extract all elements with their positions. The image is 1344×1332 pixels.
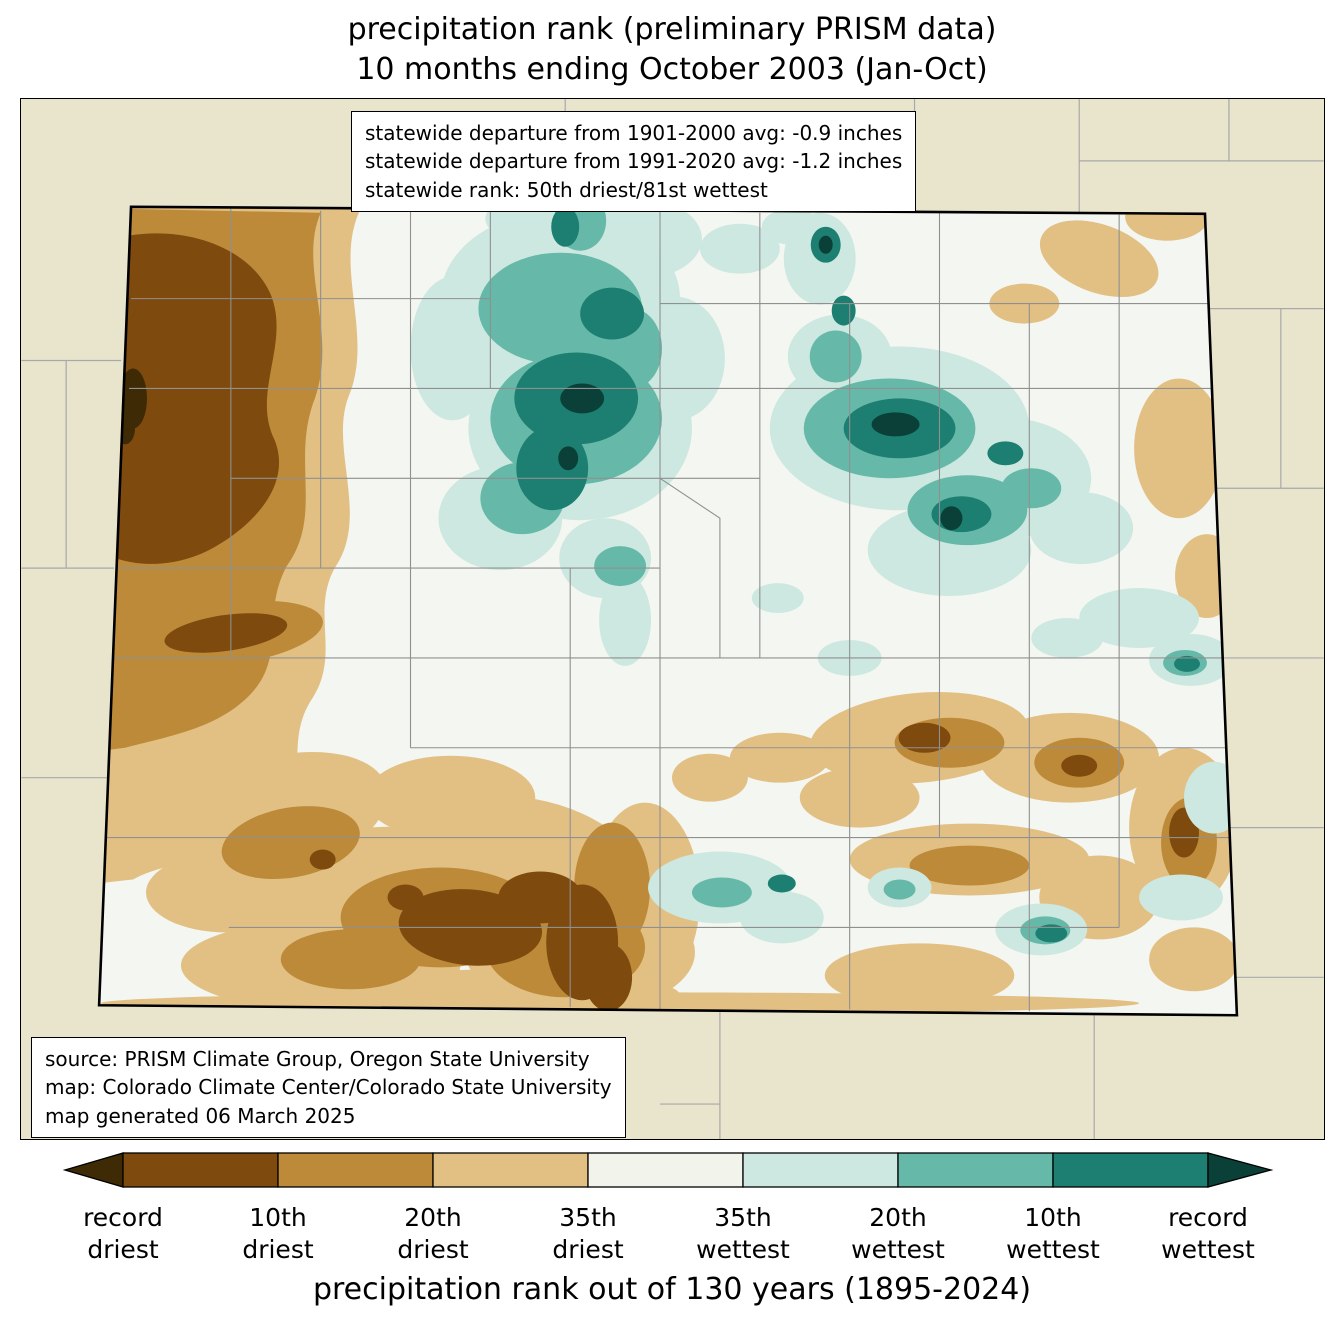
- legend-label-text: driest: [397, 1235, 469, 1264]
- legend-label-text: wettest: [696, 1235, 790, 1264]
- legend-label-text: wettest: [851, 1235, 945, 1264]
- source-box: source: PRISM Climate Group, Oregon Stat…: [31, 1037, 626, 1139]
- map-panel: statewide departure from 1901-2000 avg: …: [20, 98, 1325, 1140]
- legend-label-record-wettest: record wettest: [1123, 1202, 1293, 1266]
- legend-label-text: 35th: [559, 1203, 617, 1232]
- source-line-3: map generated 06 March 2025: [45, 1103, 356, 1128]
- source-line-1: source: PRISM Climate Group, Oregon Stat…: [45, 1047, 590, 1071]
- record-wet-regions: [558, 235, 963, 531]
- legend-label-text: record: [83, 1203, 163, 1232]
- colorbar-seg-near-normal: [587, 1152, 744, 1188]
- stats-line-2: statewide departure from 1991-2020 avg: …: [365, 149, 903, 174]
- colorado-precipitation-map: [21, 99, 1324, 1139]
- colorbar-seg-driest-20: [277, 1152, 434, 1188]
- legend-label-text: 35th: [714, 1203, 772, 1232]
- legend-label-text: 20th: [869, 1203, 927, 1232]
- dry-10th-regions: [99, 232, 1199, 1012]
- colorbar-left-arrow: [63, 1152, 124, 1188]
- legend-caption: precipitation rank out of 130 years (189…: [312, 1272, 1032, 1307]
- legend-label-text: 10th: [1024, 1203, 1082, 1232]
- colorbar-right-arrow: [1207, 1152, 1273, 1188]
- stats-line-3: statewide rank: 50th driest/81st wettest: [365, 177, 768, 202]
- legend-label-20th-driest: 20th driest: [348, 1202, 518, 1266]
- legend-label-text: wettest: [1161, 1235, 1255, 1264]
- legend-label-35th-driest: 35th driest: [503, 1202, 673, 1266]
- page-subtitle: 10 months ending October 2003 (Jan-Oct): [356, 52, 988, 87]
- colorbar-seg-wettest-35: [742, 1152, 899, 1188]
- legend-label-20th-wettest: 20th wettest: [813, 1202, 983, 1266]
- source-line-2: map: Colorado Climate Center/Colorado St…: [45, 1075, 612, 1100]
- colorbar-seg-driest-35: [432, 1152, 589, 1188]
- colorbar: [63, 1152, 1273, 1188]
- legend-label-text: driest: [87, 1235, 159, 1264]
- legend-label-text: wettest: [1006, 1235, 1100, 1264]
- legend-label-text: 20th: [404, 1203, 462, 1232]
- legend-label-10th-wettest: 10th wettest: [968, 1202, 1138, 1266]
- legend-label-35th-wettest: 35th wettest: [658, 1202, 828, 1266]
- legend-label-record-driest: record driest: [38, 1202, 208, 1266]
- page-title: precipitation rank (preliminary PRISM da…: [347, 12, 997, 47]
- colorbar-seg-wettest-10: [1052, 1152, 1209, 1188]
- legend-label-10th-driest: 10th driest: [193, 1202, 363, 1266]
- legend-label-text: driest: [242, 1235, 314, 1264]
- colorbar-seg-wettest-20: [897, 1152, 1054, 1188]
- legend-label-text: record: [1168, 1203, 1248, 1232]
- legend-label-text: driest: [552, 1235, 624, 1264]
- stats-line-1: statewide departure from 1901-2000 avg: …: [365, 121, 903, 145]
- legend-label-text: 10th: [249, 1203, 307, 1232]
- county-lines: [105, 208, 1236, 1012]
- stats-box: statewide departure from 1901-2000 avg: …: [351, 111, 917, 213]
- colorbar-seg-driest-10: [122, 1152, 279, 1188]
